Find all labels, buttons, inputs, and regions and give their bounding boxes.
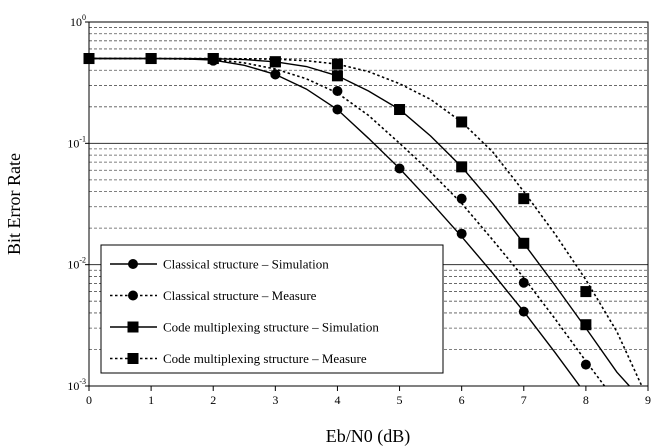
legend-marker <box>127 353 139 364</box>
y-tick-exponent: 0 <box>82 13 86 22</box>
data-point <box>518 306 529 317</box>
data-point <box>456 193 467 204</box>
data-point <box>518 193 530 205</box>
data-point <box>394 104 406 116</box>
legend-marker <box>127 321 139 333</box>
x-tick-label: 1 <box>148 393 154 407</box>
legend-label: Classical structure – Simulation <box>163 257 329 272</box>
y-tick-base: 10 <box>67 379 79 393</box>
data-point <box>145 53 157 65</box>
data-point <box>518 237 530 249</box>
data-point <box>456 161 468 173</box>
grid-lines <box>89 27 648 350</box>
x-tick-label: 2 <box>210 393 216 407</box>
data-point <box>331 58 343 70</box>
data-point <box>518 277 529 288</box>
legend-item-4: Code multiplexing structure – Measure <box>110 351 367 366</box>
data-point <box>207 53 219 65</box>
data-point <box>331 70 343 82</box>
x-tick-label: 4 <box>334 393 340 407</box>
data-point <box>580 359 591 370</box>
legend-marker <box>128 290 138 301</box>
y-tick-exponent: -1 <box>79 134 86 143</box>
legend-item-1: Classical structure – Simulation <box>110 257 329 272</box>
y-tick-exponent: -2 <box>79 256 86 265</box>
legend-items: Classical structure – Simulation Classica… <box>110 257 379 366</box>
legend-label: Code multiplexing structure – Measure <box>163 351 367 366</box>
x-tick-label: 7 <box>521 393 527 407</box>
x-tick-label: 9 <box>645 393 651 407</box>
y-axis-title: Bit Error Rate <box>4 153 24 255</box>
data-point <box>332 85 343 96</box>
data-point <box>580 286 592 298</box>
legend-item-3: Code multiplexing structure – Simulation <box>110 320 379 335</box>
data-point <box>456 228 467 239</box>
data-point <box>580 319 592 331</box>
legend: Classical structure – Simulation Classica… <box>100 244 444 374</box>
legend-box <box>100 244 444 374</box>
y-tick-base: 10 <box>67 136 79 150</box>
series-line <box>89 57 643 386</box>
data-point <box>394 163 405 174</box>
data-point <box>332 104 343 115</box>
data-point <box>83 53 95 65</box>
plot-frame <box>88 21 649 387</box>
legend-marker <box>128 259 138 269</box>
series-line <box>89 57 581 386</box>
x-tick-label: 6 <box>459 393 465 407</box>
y-tick-base: 10 <box>67 258 79 272</box>
legend-label: Classical structure – Measure <box>163 288 317 303</box>
data-point <box>270 69 281 80</box>
data-point <box>456 116 468 128</box>
series-group <box>83 53 643 386</box>
y-tick-label: 10-1 <box>67 134 86 150</box>
x-axis-title: Eb/N0 (dB) <box>326 426 411 447</box>
y-tick-label: 100 <box>70 13 86 29</box>
legend-item-2: Classical structure – Measure <box>110 288 317 303</box>
x-tick-label: 5 <box>397 393 403 407</box>
series-4 <box>83 53 643 386</box>
y-tick-label: 10-3 <box>67 377 86 393</box>
y-tick-base: 10 <box>70 15 82 29</box>
x-tick-label: 8 <box>583 393 589 407</box>
legend-label: Code multiplexing structure – Simulation <box>163 320 379 335</box>
x-tick-label: 3 <box>272 393 278 407</box>
y-tick-label: 10-2 <box>67 256 86 272</box>
data-point <box>269 56 281 68</box>
x-tick-label: 0 <box>86 393 92 407</box>
y-tick-exponent: -3 <box>79 377 86 386</box>
